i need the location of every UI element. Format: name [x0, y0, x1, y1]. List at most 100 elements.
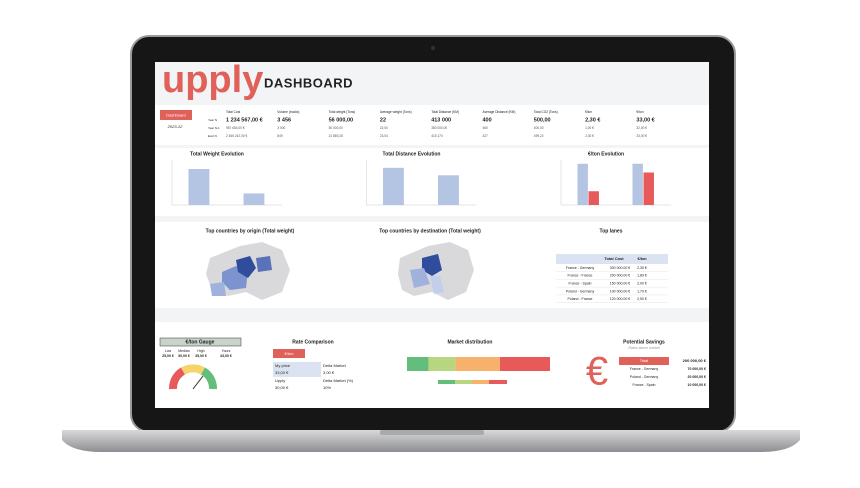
delta: 3,00 €	[323, 370, 335, 375]
kpi-row-label: Year N-1	[208, 126, 220, 130]
kpi-value: 50 000,00	[329, 126, 343, 130]
kpi-value: 1 234 567,00 €	[226, 117, 263, 123]
lanes-title: Top lanes	[600, 228, 623, 234]
rate-unit: €/ton	[285, 351, 294, 356]
lanes-cell: 300 000,00 €	[610, 266, 630, 270]
kpi-value: 849	[277, 134, 283, 138]
lanes-cell: 1,89 €	[637, 274, 647, 278]
lanes-cell: France - Germany	[566, 266, 595, 270]
gauge-label: Median	[178, 349, 190, 353]
market-segment	[499, 357, 550, 371]
lanes-cell: 1,70 €	[637, 289, 647, 293]
kpi-value: 32,00 €	[636, 126, 647, 130]
notch	[380, 430, 484, 435]
lanes-cell: France - France	[568, 274, 593, 278]
kpi-panel	[155, 105, 709, 145]
gauge-label: High	[197, 349, 204, 353]
gauge-title: €/ton Gauge	[186, 339, 215, 345]
my-price: 33,00 €	[275, 370, 289, 375]
savings-cell: Poland - Germany	[630, 375, 659, 379]
kpi-value: 21 869,28	[329, 134, 343, 138]
kpi-value: 460	[483, 126, 489, 130]
savings-cell: 20 000,00 €	[688, 375, 707, 379]
lanes-cell: France - Spain	[569, 282, 592, 286]
lanes-header: Total Cost	[604, 256, 624, 261]
kpi-value: 23,04	[380, 134, 388, 138]
laptop-base	[62, 430, 800, 452]
kpi-label: Volume (trucks)	[277, 110, 299, 114]
euro-icon: €	[586, 350, 608, 394]
gauge	[169, 364, 217, 390]
lanes-header: €/km	[637, 256, 647, 261]
market-segment	[428, 357, 456, 371]
kpi-value: 2,30 €	[585, 134, 594, 138]
map-destination	[398, 242, 474, 300]
savings-subtitle: Rates above market	[628, 346, 660, 350]
kpi-label: Total Cost	[226, 110, 240, 114]
lanes-cell: 200 000,00 €	[610, 274, 630, 278]
delta-pct: 10%	[323, 385, 331, 390]
kpi-label: Total Distance (KM)	[431, 110, 459, 114]
lanes-cell: 150 000,00 €	[610, 282, 630, 286]
bar	[188, 169, 210, 205]
kpi-value: 415 170	[431, 134, 443, 138]
gauge-value: 30,00 €	[178, 354, 190, 358]
kpi-value: 400	[483, 117, 492, 123]
kpi-label: Total weight (Tons)	[329, 110, 356, 114]
kpi-value: 22,00	[380, 126, 388, 130]
kpi-value: 33,00 €	[636, 134, 647, 138]
kpi-value: 56 000,00	[329, 117, 353, 123]
kpi-value: 2 456 242,00 €	[226, 134, 247, 138]
camera	[431, 46, 435, 50]
bar	[632, 163, 643, 205]
lanes-cell: 120 000,00 €	[610, 297, 630, 301]
bar	[577, 163, 588, 205]
lanes-cell: 2,30 €	[637, 266, 647, 270]
gauge-value: 35,00 €	[195, 354, 207, 358]
upply-price: 30,00 €	[275, 385, 289, 390]
bar	[438, 175, 459, 205]
bar	[643, 172, 654, 205]
gauge-value: 33,00 €	[220, 354, 232, 358]
savings-cell: 10 000,00 €	[688, 383, 707, 387]
kpi-label: Average Distance (KM)	[483, 110, 516, 114]
kpi-value: 1,00 €	[585, 126, 594, 130]
kpi-value: 413 000	[431, 117, 451, 123]
lanes-cell: 100 000,00 €	[610, 289, 630, 293]
kpi-value: 427	[483, 134, 489, 138]
logo: upply	[162, 59, 263, 101]
savings-total-label: Total	[640, 358, 649, 363]
screen: upply DASHBOARD Dashboard 2023-12 Top co…	[155, 59, 709, 408]
map-title: Top countries by destination (Total weig…	[379, 228, 481, 234]
savings-title: Potential Savings	[623, 339, 665, 345]
charts-panel	[155, 148, 709, 216]
kpi-value: 3 456	[277, 117, 291, 123]
gauge-label: Yours	[222, 349, 231, 353]
map-origin	[206, 242, 290, 300]
savings-cell: France - Spain	[633, 383, 656, 387]
chart-title: Total Distance Evolution	[383, 151, 441, 157]
savings-total: 200 000,00 €	[683, 358, 707, 363]
map-title: Top countries by origin (Total weight)	[206, 228, 295, 234]
kpi-value: 33,00 €	[636, 117, 654, 123]
kpi-value: 3 000	[277, 126, 285, 130]
chart-title: €/ton Evolution	[588, 151, 624, 157]
kpi-value: 400,00	[534, 126, 544, 130]
delta-pct-label: Delta Market (%)	[323, 378, 354, 383]
kpi-label: Total CO2 (Tons)	[534, 110, 558, 114]
kpi-value: 499,22	[534, 134, 544, 138]
market-title: Market distribution	[447, 339, 492, 345]
delta-label: Delta Market	[323, 363, 347, 368]
bar	[588, 191, 599, 205]
savings-cell: 70 000,00 €	[688, 367, 707, 371]
gauge-label: Low	[165, 349, 172, 353]
kpi-value: 987 654,00 €	[226, 126, 245, 130]
period: 2023-12	[167, 124, 183, 129]
lanes-cell: 2,00 €	[637, 282, 647, 286]
kpi-value: 380 000,00	[431, 126, 447, 130]
chart-title: Total Weight Evolution	[190, 151, 244, 157]
kpi-row-label: Evol N	[208, 134, 217, 138]
badge-text: Dashboard	[166, 113, 186, 118]
